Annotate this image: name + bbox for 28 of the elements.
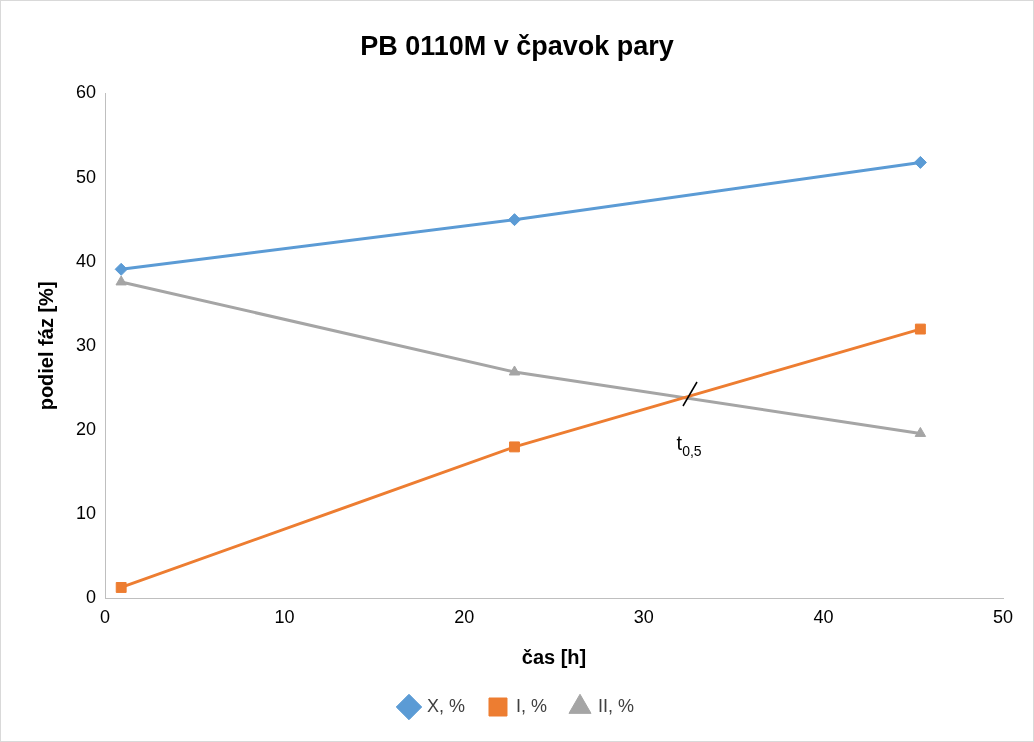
y-axis-title: podiel fáz [%] bbox=[34, 281, 57, 411]
y-tick-label: 60 bbox=[75, 82, 97, 103]
y-tick-label: 30 bbox=[75, 334, 97, 355]
point bbox=[115, 275, 127, 286]
x-axis-title: čas [h] bbox=[521, 645, 587, 668]
point bbox=[508, 365, 521, 376]
legend-label: X, % bbox=[426, 695, 465, 716]
x-tick-label: 30 bbox=[633, 607, 654, 628]
point bbox=[114, 262, 128, 276]
point bbox=[508, 213, 521, 227]
point bbox=[914, 426, 927, 437]
point bbox=[913, 155, 927, 169]
legend-label: I, % bbox=[516, 695, 548, 716]
x-tick-label: 20 bbox=[454, 607, 475, 628]
y-tick-label: 10 bbox=[75, 503, 97, 524]
x-tick-label: 0 bbox=[100, 607, 111, 628]
point bbox=[509, 441, 520, 453]
x-tick-label: 40 bbox=[813, 607, 834, 628]
y-tick-label: 0 bbox=[86, 587, 97, 608]
point bbox=[914, 323, 926, 335]
y-tick-label: 40 bbox=[75, 250, 97, 271]
chart-title: PB 0110M v čpavok pary bbox=[360, 30, 674, 61]
legend-label: II, % bbox=[598, 695, 635, 716]
x-tick-label: 10 bbox=[274, 607, 295, 628]
x-tick-label: 50 bbox=[992, 607, 1014, 628]
point bbox=[115, 582, 127, 593]
y-tick-label: 20 bbox=[75, 419, 97, 440]
y-tick-label: 50 bbox=[75, 166, 97, 187]
